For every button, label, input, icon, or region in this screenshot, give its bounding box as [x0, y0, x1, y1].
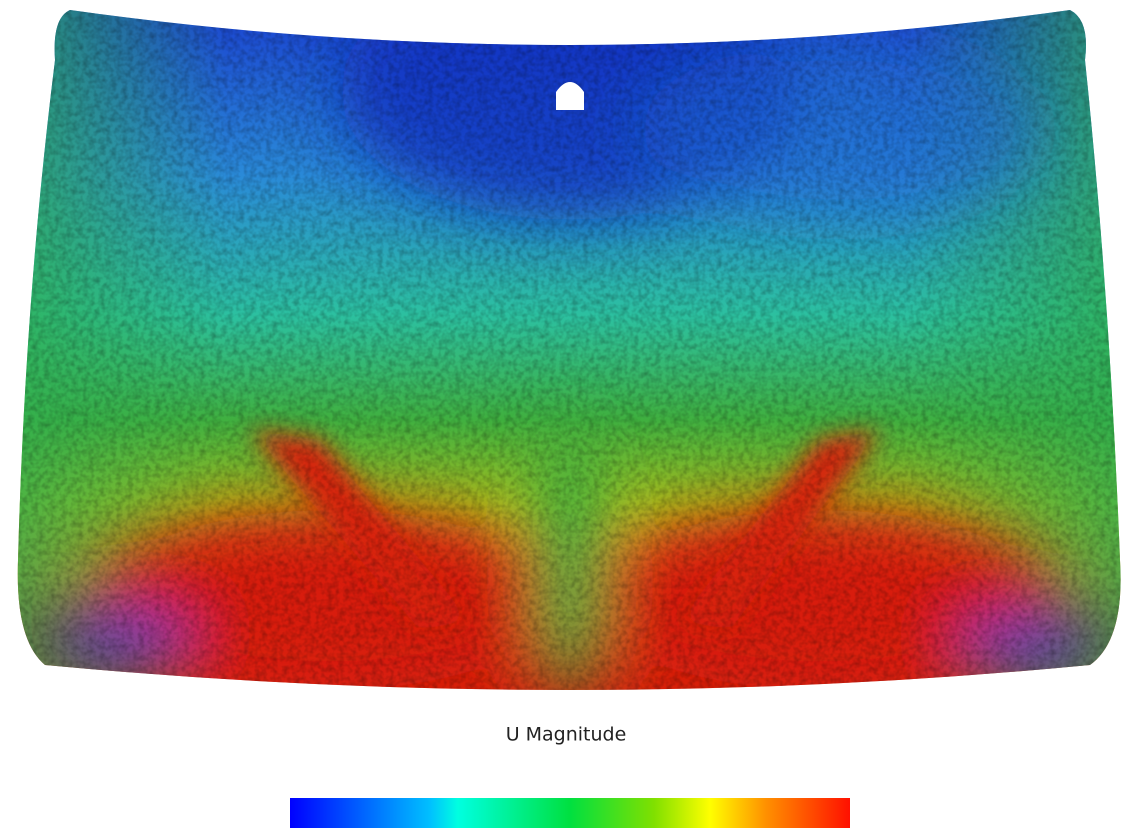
colorbar-title: U Magnitude [506, 724, 627, 746]
colorbar [290, 798, 850, 828]
mesh-texture [17, 10, 1121, 690]
windshield-surface [17, 10, 1121, 690]
mirror-hole [556, 82, 584, 110]
